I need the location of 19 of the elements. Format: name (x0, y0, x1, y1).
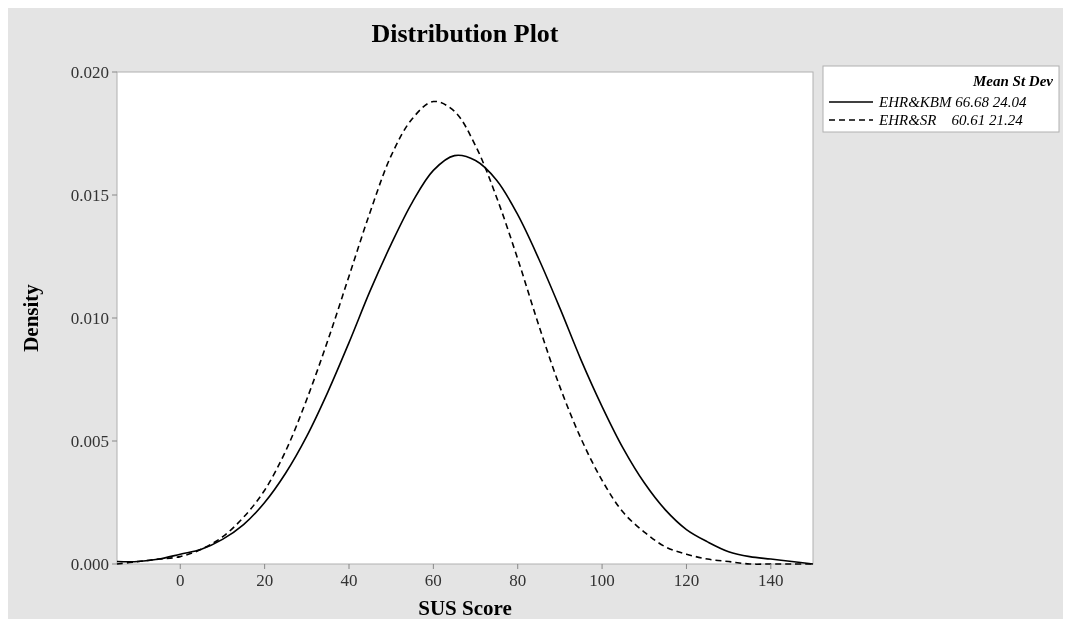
x-tick-label: 20 (256, 571, 274, 590)
chart-title: Distribution Plot (371, 19, 559, 48)
x-tick-label: 80 (509, 571, 527, 590)
x-tick-label: 100 (589, 571, 615, 590)
y-axis-title: Density (19, 283, 43, 352)
legend-title: Mean St Dev (972, 73, 1054, 89)
legend-label: EHR&SR 60.61 21.24 (878, 112, 1024, 128)
x-tick-label: 0 (176, 571, 185, 590)
x-tick-label: 60 (424, 571, 442, 590)
x-tick-label: 120 (673, 571, 700, 590)
y-tick-label: 0.005 (70, 432, 109, 451)
y-tick-label: 0.000 (70, 555, 109, 574)
y-tick-label: 0.015 (70, 186, 109, 205)
y-tick-label: 0.020 (70, 63, 109, 82)
x-tick-label: 140 (758, 571, 784, 590)
x-tick-label: 40 (340, 571, 358, 590)
x-axis-title: SUS Score (418, 596, 512, 620)
legend-label: EHR&KBM 66.68 24.04 (878, 94, 1027, 110)
y-tick-label: 0.010 (70, 309, 109, 328)
